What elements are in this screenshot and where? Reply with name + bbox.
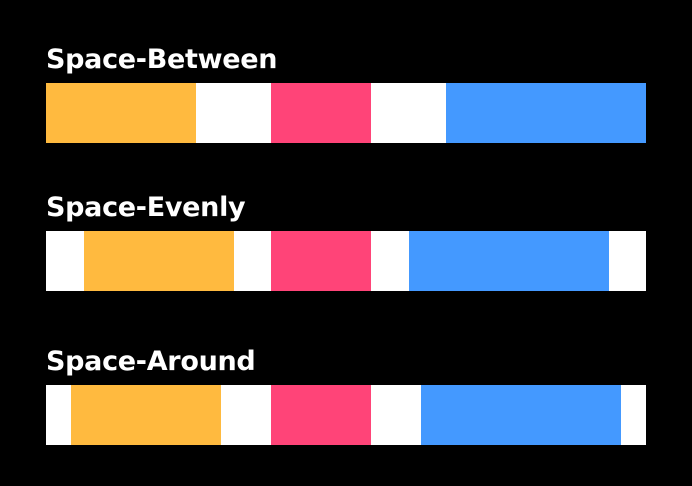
flex-item <box>446 83 646 143</box>
flex-container <box>46 83 646 143</box>
flex-container <box>46 385 646 445</box>
flex-item <box>46 83 196 143</box>
flex-item <box>83 231 234 291</box>
section-title: Space-Evenly <box>46 192 246 223</box>
flex-item <box>271 231 371 291</box>
section-title: Space-Between <box>46 44 278 75</box>
flex-item <box>421 385 621 445</box>
flex-item <box>271 385 371 445</box>
flex-item <box>408 231 609 291</box>
section-title: Space-Around <box>46 346 256 377</box>
flex-item <box>271 83 371 143</box>
flex-item <box>71 385 221 445</box>
flex-container <box>46 231 646 291</box>
